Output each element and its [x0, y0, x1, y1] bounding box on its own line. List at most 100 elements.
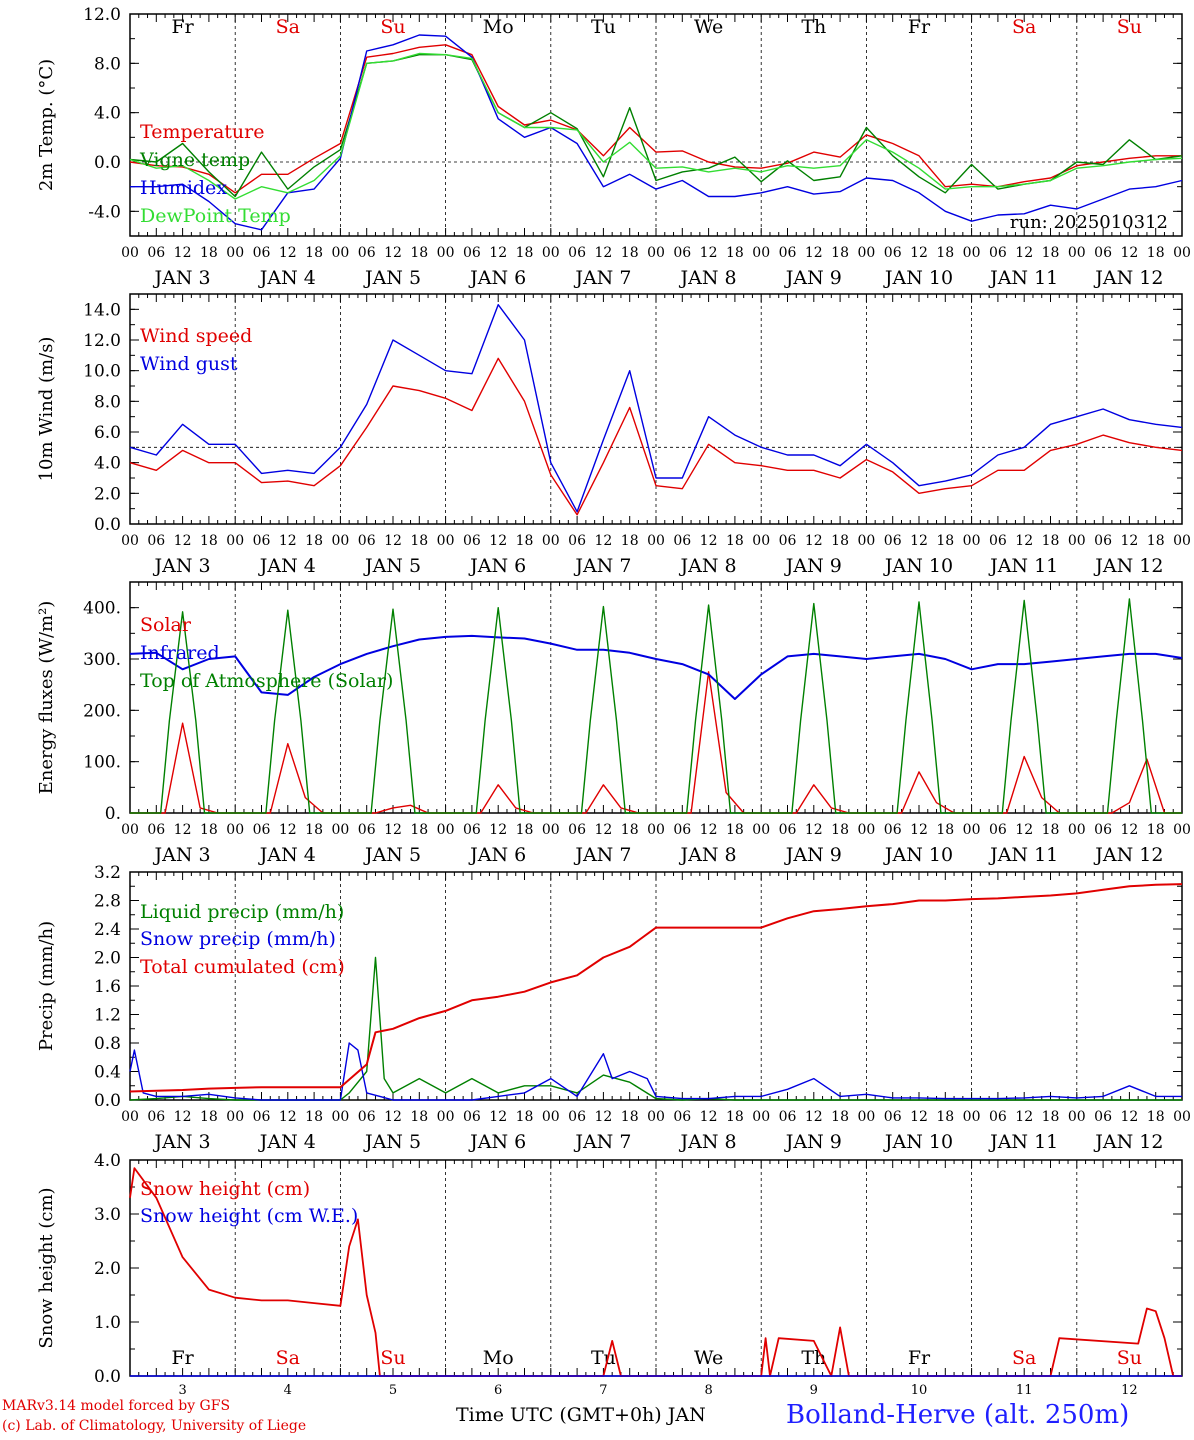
date-label: JAN 4 — [258, 1131, 316, 1153]
hour-tick-label: 06 — [884, 245, 902, 261]
hour-tick-label: 18 — [305, 822, 323, 838]
hour-tick-label: 12 — [910, 533, 928, 549]
hour-tick-label: 18 — [410, 533, 428, 549]
station-name: Bolland-Herve (alt. 250m) — [786, 1400, 1130, 1430]
hour-tick-label: 18 — [831, 1109, 849, 1125]
hour-tick-label: 18 — [516, 533, 534, 549]
hour-tick-label: 18 — [200, 1109, 218, 1125]
hour-tick-label: 18 — [200, 533, 218, 549]
date-label: JAN 11 — [988, 267, 1058, 289]
hour-tick-label: 12 — [910, 245, 928, 261]
hour-tick-label: 00 — [226, 1109, 244, 1125]
hour-tick-label: 00 — [1173, 245, 1191, 261]
date-label: JAN 8 — [679, 844, 737, 866]
y-axis-label: Precip (mm/h) — [36, 921, 57, 1051]
hour-tick-label: 12 — [700, 1109, 718, 1125]
y-tick-label: 0.0 — [94, 1091, 121, 1111]
hour-tick-label: 06 — [147, 1109, 165, 1125]
hour-tick-label: 06 — [147, 245, 165, 261]
hour-tick-label: 06 — [779, 822, 797, 838]
legend-entry: DewPoint Temp — [140, 205, 291, 227]
hour-tick-label: 00 — [437, 1109, 455, 1125]
date-label: JAN 7 — [573, 1131, 631, 1153]
y-tick-label: 3.0 — [94, 1205, 121, 1225]
y-tick-label: 8.0 — [94, 54, 121, 74]
hour-tick-label: 12 — [489, 533, 507, 549]
y-tick-label: 12.0 — [83, 5, 121, 25]
hour-tick-label: 00 — [857, 822, 875, 838]
chart-panel-4: 0.0 0.4 0.8 1.2 1.6 2.0 2.4 2.8 3.2 Precip (mm/h)… — [36, 863, 1191, 1153]
date-label: JAN 12 — [1093, 1131, 1163, 1153]
day-name-label: Fr — [908, 16, 931, 38]
date-label: JAN 12 — [1093, 555, 1163, 577]
series-line-vigne-temp — [129, 54, 1183, 198]
legend-entry: Snow precip (mm/h) — [140, 928, 336, 950]
hour-tick-label: 12 — [805, 1109, 823, 1125]
y-tick-label: 10.0 — [83, 362, 121, 382]
hour-tick-label: 12 — [279, 1109, 297, 1125]
hour-tick-label: 06 — [147, 822, 165, 838]
hour-tick-label: 06 — [463, 1109, 481, 1125]
hour-tick-label: 18 — [726, 245, 744, 261]
hour-tick-label: 06 — [358, 533, 376, 549]
hour-tick-label: 18 — [516, 822, 534, 838]
hour-tick-label: 18 — [1147, 822, 1165, 838]
date-label: JAN 10 — [883, 555, 953, 577]
date-label: JAN 10 — [883, 844, 953, 866]
date-label: JAN 11 — [988, 1131, 1058, 1153]
date-label: JAN 9 — [784, 844, 842, 866]
day-name-label: Sa — [1012, 16, 1036, 38]
y-tick-label: 14.0 — [83, 300, 121, 320]
date-label: JAN 5 — [363, 267, 421, 289]
hour-tick-label: 12 — [489, 1109, 507, 1125]
y-axis-label: 10m Wind (m/s) — [36, 337, 57, 482]
hour-tick-label: 18 — [1042, 533, 1060, 549]
hour-tick-label: 12 — [700, 245, 718, 261]
date-label: JAN 6 — [468, 555, 526, 577]
hour-tick-label: 06 — [1094, 1109, 1112, 1125]
date-label: JAN 11 — [988, 555, 1058, 577]
hour-tick-label: 06 — [989, 822, 1007, 838]
day-name-label: Mo — [483, 16, 514, 38]
y-tick-label: 4.0 — [94, 454, 121, 474]
legend-entry: Snow height (cm W.E.) — [140, 1205, 358, 1227]
hour-tick-label: 18 — [1147, 245, 1165, 261]
hour-tick-label: 12 — [805, 245, 823, 261]
date-label: JAN 7 — [573, 555, 631, 577]
hour-tick-label: 18 — [410, 822, 428, 838]
hour-tick-label: 12 — [279, 245, 297, 261]
legend-entry: Liquid precip (mm/h) — [140, 901, 344, 923]
series-line-wind-gust — [129, 304, 1183, 513]
hour-tick-label: 00 — [1068, 1109, 1086, 1125]
legend-entry: Total cumulated (cm) — [140, 956, 345, 978]
hour-tick-label: 00 — [647, 1109, 665, 1125]
hour-tick-label: 00 — [752, 245, 770, 261]
legend-entry: Infrared — [140, 642, 220, 664]
hour-tick-label: 00 — [857, 245, 875, 261]
hour-tick-label: 00 — [1068, 822, 1086, 838]
hour-tick-label: 00 — [226, 533, 244, 549]
hour-tick-label: 12 — [1120, 1109, 1138, 1125]
hour-tick-label: 12 — [489, 245, 507, 261]
date-label: JAN 9 — [784, 267, 842, 289]
day-name-label: Tu — [591, 1347, 616, 1369]
hour-tick-label: 18 — [936, 822, 954, 838]
hour-tick-label: 06 — [568, 822, 586, 838]
y-tick-label: 1.6 — [94, 977, 121, 997]
model-credit: MARv3.14 model forced by GFS — [2, 1398, 231, 1414]
hour-tick-label: 06 — [884, 822, 902, 838]
y-tick-label: 0.0 — [94, 1367, 121, 1387]
date-label: JAN 6 — [468, 1131, 526, 1153]
date-label: JAN 3 — [153, 555, 211, 577]
y-tick-label: 300. — [83, 650, 121, 670]
legend-entry: Top of Atmosphere (Solar) — [140, 670, 393, 692]
day-name-label: Sa — [276, 16, 300, 38]
hour-tick-label: 06 — [463, 533, 481, 549]
hour-tick-label: 18 — [621, 533, 639, 549]
hour-tick-label: 12 — [1015, 245, 1033, 261]
day-number-label: 10 — [911, 1383, 928, 1398]
y-tick-label: 6.0 — [94, 423, 121, 443]
y-tick-label: 4.0 — [94, 104, 121, 124]
hour-tick-label: 00 — [226, 822, 244, 838]
